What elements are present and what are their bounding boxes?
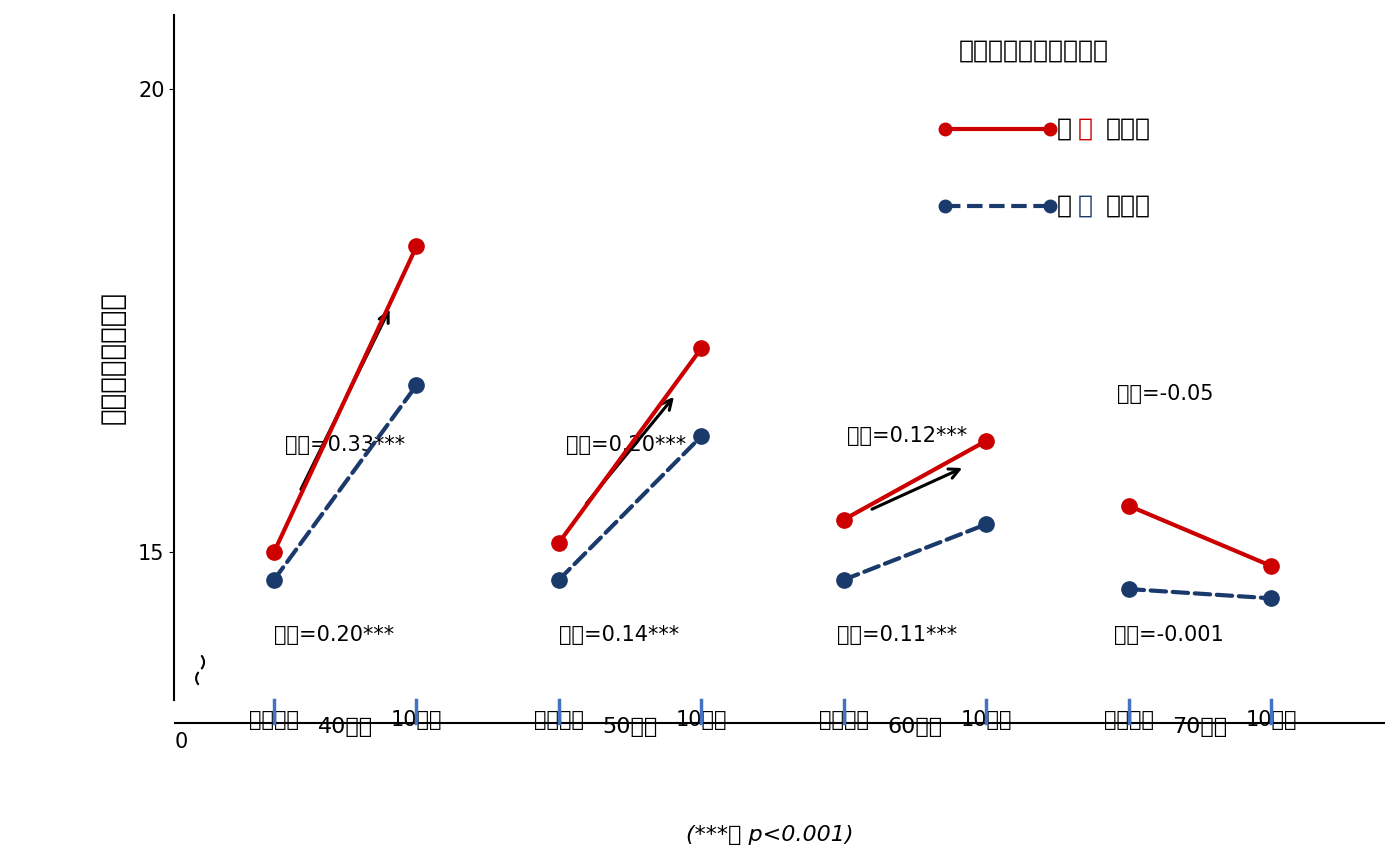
Text: 多: 多 [1078, 117, 1093, 141]
Text: 0: 0 [175, 732, 188, 752]
Text: 傾き=0.11***: 傾き=0.11*** [837, 625, 956, 644]
Text: 傾き=-0.001: 傾き=-0.001 [1114, 625, 1224, 644]
Text: ：: ： [1057, 194, 1072, 218]
Text: 傾き=-0.05: 傾き=-0.05 [1117, 384, 1214, 404]
Text: 70歳代: 70歳代 [1172, 716, 1228, 737]
Text: 傾き=0.14***: 傾き=0.14*** [559, 625, 679, 644]
Text: 傾き=0.33***: 傾き=0.33*** [286, 435, 406, 455]
Text: (***： p<0.001): (***： p<0.001) [686, 825, 854, 845]
Text: 傾き=0.20***: 傾き=0.20*** [274, 625, 395, 644]
Text: 傾き=0.12***: 傾き=0.12*** [847, 426, 967, 445]
Text: ：: ： [1057, 117, 1072, 141]
Text: 40歳代: 40歳代 [318, 716, 372, 737]
Text: 摂取群: 摂取群 [1106, 194, 1151, 218]
Text: 50歳代: 50歳代 [602, 716, 658, 737]
Text: 摂取群: 摂取群 [1106, 117, 1151, 141]
Y-axis label: 「知識力」の得点: 「知識力」の得点 [99, 291, 127, 424]
Text: 少: 少 [1078, 194, 1093, 218]
Text: 60歳代: 60歳代 [888, 716, 942, 737]
Text: 動物性プロリン摂取量: 動物性プロリン摂取量 [959, 39, 1109, 63]
Text: 傾き=0.20***: 傾き=0.20*** [566, 435, 686, 455]
